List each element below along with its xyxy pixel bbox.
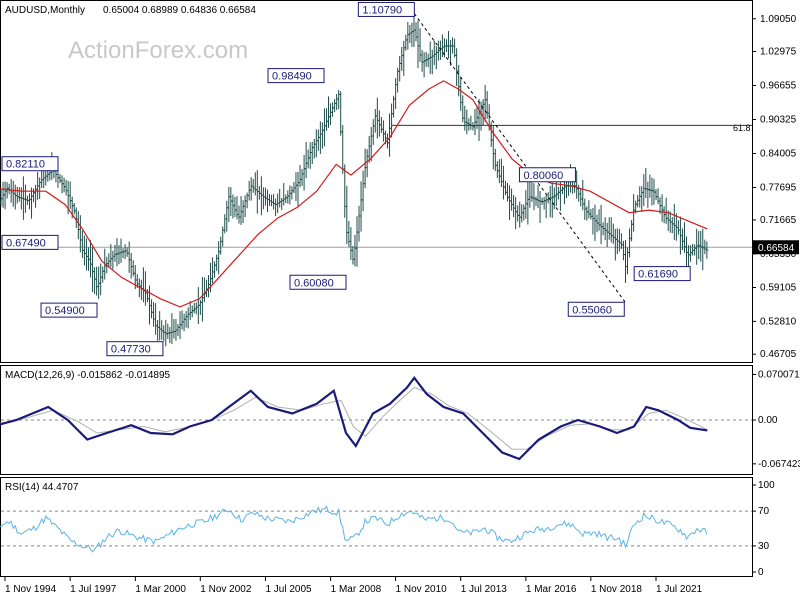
time-tick-label: 1 Mar 2016 [526, 584, 577, 595]
time-tick-label: 1 Jul 1997 [70, 584, 117, 595]
macd-tick-label: 0.070071 [758, 369, 800, 380]
rsi-tick-label: 70 [758, 506, 770, 517]
price-annotation-box [106, 341, 164, 357]
price-annotation-box [40, 302, 98, 318]
price-tick-label: 1.09050 [760, 14, 797, 25]
price-annotation-label: 0.67490 [6, 237, 46, 249]
time-tick-label: 1 Jul 2005 [265, 584, 312, 595]
price-annotation: 0.98490 [267, 68, 325, 84]
price-tick-label: 0.90325 [760, 115, 797, 126]
time-tick-label: 1 Mar 2008 [331, 584, 382, 595]
price-annotation-label: 0.60080 [294, 277, 334, 289]
price-annotation-label: 0.80060 [523, 170, 563, 182]
macd-title: MACD(12,26,9) -0.015862 -0.014895 [5, 370, 171, 381]
price-annotation-label: 0.55060 [572, 304, 612, 316]
price-annotation-box [357, 1, 415, 17]
symbol-name: AUDUSD,Monthly [5, 5, 85, 16]
price-annotation: 0.54900 [40, 302, 98, 318]
rsi-plot: 100 70 30 0 [0, 480, 775, 578]
price-annotation-box [567, 301, 625, 317]
rsi-tick-label: 0 [758, 567, 764, 578]
price-axis: 1.09050 1.02975 0.96655 0.90325 0.84005 0.776… [752, 14, 799, 360]
macd-plot: 0.070071 0.00 -0.067423 [0, 369, 800, 470]
price-labels: 0.82110 0.67490 0.54900 0.47730 0.98490 0.600… [1, 1, 691, 357]
main-gridlines [1, 124, 752, 248]
price-tick-label: 0.65350 [760, 249, 797, 260]
price-tick-label: 0.46705 [760, 349, 797, 360]
price-annotation-box [518, 167, 576, 183]
fib-label: 61.8 [733, 123, 751, 133]
price-annotation: 0.55060 [567, 301, 625, 317]
price-annotation-box [289, 274, 347, 290]
time-tick-label: 1 Nov 2018 [591, 584, 643, 595]
price-annotation-box [1, 234, 59, 250]
ohlc-values: 0.65004 0.68989 0.64836 0.66584 [103, 5, 256, 16]
rsi-line [0, 505, 708, 553]
current-price-tag [753, 240, 799, 255]
main-pane [0, 0, 753, 363]
price-annotation-box [633, 266, 691, 282]
watermark: ActionForex.com [68, 37, 248, 64]
price-annotation: 0.80060 [518, 167, 576, 183]
price-annotation-label: 1.10790 [362, 4, 402, 16]
price-tick-label: 0.77695 [760, 182, 797, 193]
price-annotation-label: 0.47730 [111, 344, 151, 356]
price-tick-label: 0.52810 [760, 316, 797, 327]
time-tick-label: 1 Nov 1994 [5, 584, 57, 595]
time-axis: 1 Nov 1994 1 Jul 1997 1 Mar 2000 1 Nov 2002… [4, 577, 703, 595]
price-tick-label: 0.59105 [760, 282, 797, 293]
price-annotation-label: 0.82110 [6, 159, 45, 171]
price-bars [0, 13, 709, 347]
price-annotation: 0.47730 [106, 341, 164, 357]
price-annotation-label: 0.98490 [272, 71, 312, 83]
price-tick-label: 0.84005 [760, 149, 797, 160]
price-tick-label: 0.71665 [760, 215, 797, 226]
price-annotation-label: 0.54900 [45, 305, 85, 317]
price-annotation-label: 0.61690 [638, 269, 678, 281]
price-tick-label: 0.96655 [760, 80, 797, 91]
rsi-tick-label: 100 [758, 480, 775, 491]
macd-tick-label: 0.00 [758, 415, 778, 426]
time-tick-label: 1 Nov 2010 [396, 584, 448, 595]
current-price-label: 0.66584 [758, 243, 795, 254]
price-annotation: 0.60080 [289, 274, 347, 290]
macd-line [0, 375, 708, 461]
macd-tick-label: -0.067423 [758, 459, 800, 470]
rsi-pane [0, 477, 753, 577]
time-tick-label: 1 Nov 2002 [200, 584, 252, 595]
price-annotation: 0.82110 [1, 156, 59, 172]
price-annotation-box [1, 156, 59, 172]
price-annotation: 0.61690 [633, 266, 691, 282]
rsi-title: RSI(14) 44.4707 [5, 482, 79, 493]
price-tick-label: 1.02975 [760, 46, 797, 57]
rsi-tick-label: 30 [758, 541, 770, 552]
price-lines [0, 13, 708, 308]
moving-average-line [0, 80, 708, 308]
price-annotation: 1.10790 [357, 1, 415, 17]
price-annotation-box [267, 68, 325, 84]
time-tick-label: 1 Jul 2013 [461, 584, 508, 595]
time-tick-label: 1 Mar 2000 [135, 584, 186, 595]
price-annotation: 0.67490 [1, 234, 59, 250]
time-tick-label: 1 Jul 2021 [656, 584, 703, 595]
